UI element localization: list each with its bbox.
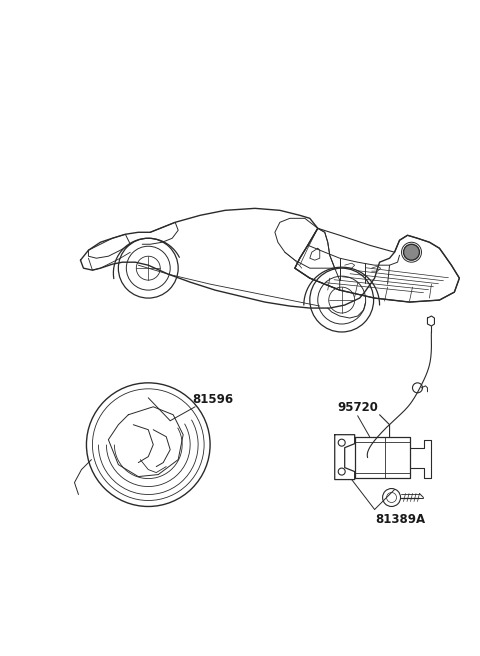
- Text: 95720: 95720: [338, 401, 379, 415]
- Text: 81389A: 81389A: [376, 513, 426, 526]
- Text: 81596: 81596: [192, 394, 233, 406]
- Circle shape: [404, 244, 420, 260]
